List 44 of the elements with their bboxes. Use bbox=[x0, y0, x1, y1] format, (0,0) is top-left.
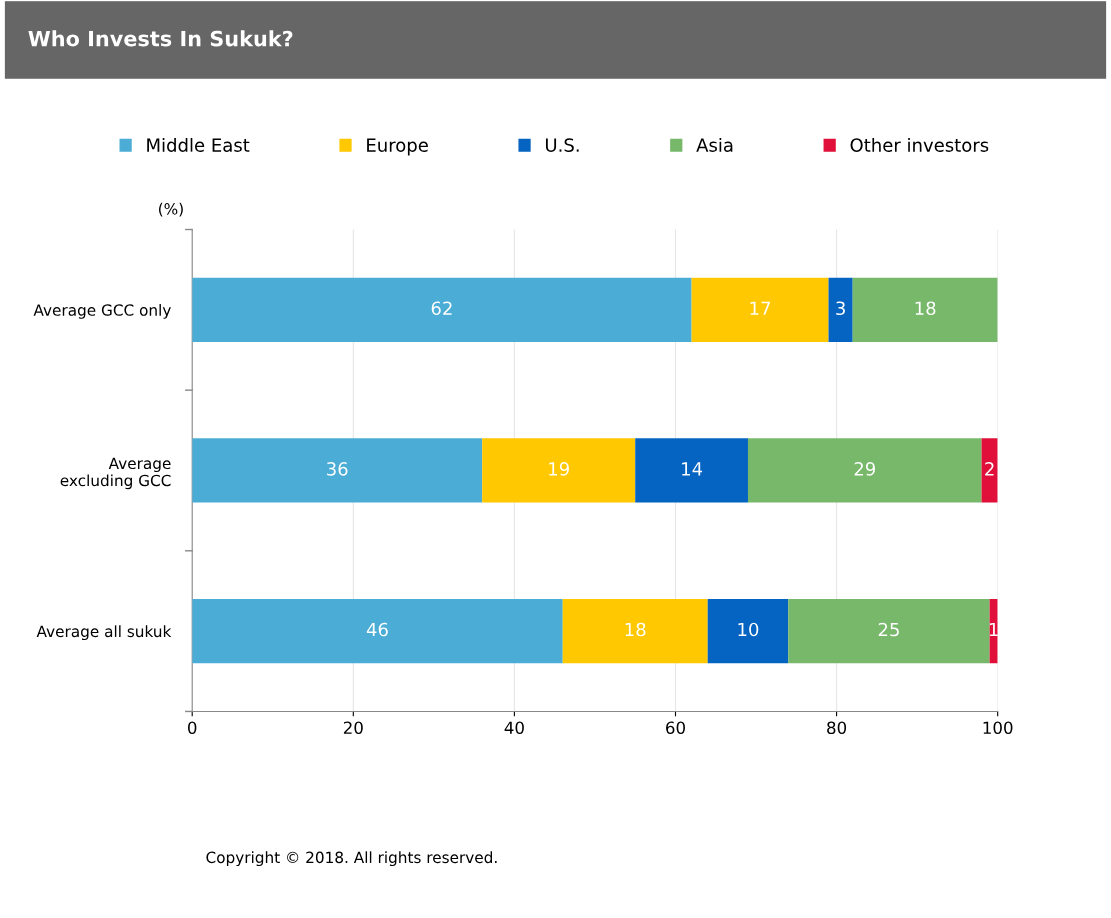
legend-label: Europe bbox=[367, 138, 428, 156]
bar bbox=[192, 438, 483, 503]
bar bbox=[852, 277, 998, 342]
y-tick-label: Average all sukuk bbox=[36, 625, 172, 641]
data-label: 2 bbox=[985, 462, 994, 476]
data-label: 46 bbox=[366, 622, 388, 637]
data-label: 3 bbox=[836, 301, 845, 316]
legend-label: Middle East bbox=[147, 137, 250, 152]
bar bbox=[788, 598, 990, 664]
x-tick-label: 40 bbox=[504, 721, 524, 735]
data-label: 25 bbox=[878, 622, 899, 637]
data-label: 18 bbox=[625, 622, 646, 637]
bar bbox=[747, 438, 982, 503]
data-label: 62 bbox=[431, 301, 452, 316]
data-label: 10 bbox=[738, 622, 759, 637]
x-tick-label: 60 bbox=[666, 721, 685, 735]
data-label: 17 bbox=[750, 301, 771, 315]
data-label: 18 bbox=[915, 301, 936, 316]
text: Copyright © 2018. All rights reserved. bbox=[206, 851, 497, 867]
y-tick-label: Average GCC only bbox=[33, 304, 171, 319]
bar bbox=[828, 277, 853, 342]
bar bbox=[482, 438, 636, 503]
data-label: 14 bbox=[682, 462, 703, 476]
legend-label: U.S. bbox=[545, 138, 579, 152]
x-tick-label: 0 bbox=[188, 721, 197, 735]
data-label: 19 bbox=[549, 462, 569, 476]
bar bbox=[691, 277, 829, 342]
legend-label: Other investors bbox=[850, 137, 989, 152]
data-label: 1 bbox=[989, 622, 998, 637]
data-label: 29 bbox=[854, 462, 875, 476]
bar bbox=[981, 438, 998, 503]
bar bbox=[635, 438, 748, 503]
x-tick-label: 20 bbox=[343, 721, 363, 735]
x-tick-label: 100 bbox=[983, 721, 1013, 735]
bar bbox=[192, 277, 692, 342]
bar bbox=[562, 598, 708, 664]
x-tick-label: 80 bbox=[827, 721, 847, 735]
chart-title: Who Invests In Sukuk? bbox=[28, 30, 293, 47]
bar bbox=[707, 598, 789, 664]
x-axis-title: (%) bbox=[159, 202, 183, 217]
legend-label: Asia bbox=[696, 137, 733, 152]
bar bbox=[192, 598, 563, 664]
data-label: 36 bbox=[327, 462, 348, 476]
y-tick-label: Average excluding GCC bbox=[60, 457, 171, 490]
